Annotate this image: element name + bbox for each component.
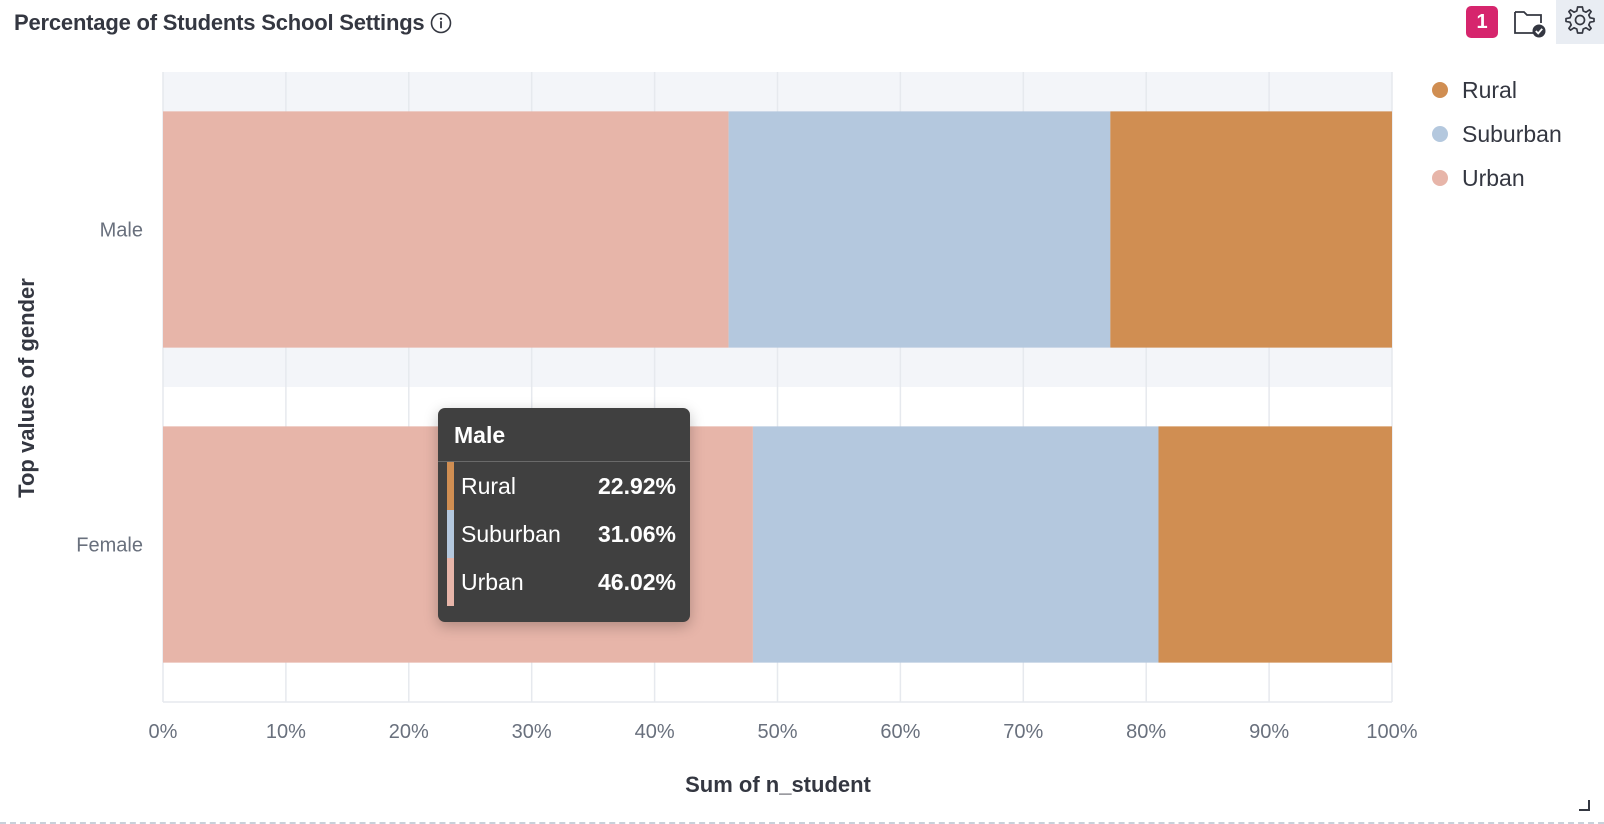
gear-icon xyxy=(1564,4,1596,41)
tooltip-label: Suburban xyxy=(461,520,561,547)
y-axis-title: Top values of gender xyxy=(14,278,39,498)
y-category-label: Male xyxy=(100,220,143,242)
tooltip-label: Urban xyxy=(461,568,524,595)
tooltip-swatch xyxy=(447,462,454,510)
tooltip-row-rural: Rural 22.92% xyxy=(438,462,690,510)
x-tick-label: 40% xyxy=(635,721,675,743)
panel-bottom-border xyxy=(0,822,1604,824)
bar-segment-urban-male[interactable] xyxy=(163,111,729,348)
x-tick-label: 0% xyxy=(149,721,178,743)
legend-label: Rural xyxy=(1462,76,1517,103)
legend-swatch xyxy=(1432,126,1448,142)
x-tick-label: 90% xyxy=(1249,721,1289,743)
folder-check-icon[interactable] xyxy=(1512,4,1548,40)
bar-segment-rural-female[interactable] xyxy=(1158,426,1392,663)
tooltip-swatch xyxy=(447,558,454,606)
legend-item-suburban[interactable]: Suburban xyxy=(1432,112,1562,156)
tooltip-row-suburban: Suburban 31.06% xyxy=(438,510,690,558)
x-tick-label: 100% xyxy=(1366,721,1417,743)
tooltip-row-urban: Urban 46.02% xyxy=(438,558,690,606)
legend-item-rural[interactable]: Rural xyxy=(1432,68,1562,112)
legend-label: Suburban xyxy=(1462,120,1562,147)
x-tick-label: 50% xyxy=(757,721,797,743)
legend-swatch xyxy=(1432,170,1448,186)
chart-legend: Rural Suburban Urban xyxy=(1432,68,1562,200)
settings-button[interactable] xyxy=(1556,0,1604,44)
bar-segment-suburban-male[interactable] xyxy=(728,111,1111,348)
chart-tooltip: Male Rural 22.92% Suburban 31.06% Urban … xyxy=(438,408,690,622)
tooltip-value: 31.06% xyxy=(597,520,676,547)
panel-title: Percentage of Students School Settings xyxy=(14,10,425,35)
x-tick-label: 80% xyxy=(1126,721,1166,743)
panel-actions: 1 xyxy=(1466,0,1604,44)
x-axis-title: Sum of n_student xyxy=(685,772,871,797)
x-tick-label: 60% xyxy=(880,721,920,743)
notification-count-badge[interactable]: 1 xyxy=(1466,6,1498,38)
tooltip-title: Male xyxy=(438,408,690,462)
legend-swatch xyxy=(1432,82,1448,98)
tooltip-value: 22.92% xyxy=(597,472,676,499)
x-tick-label: 20% xyxy=(389,721,429,743)
legend-label: Urban xyxy=(1462,164,1525,191)
tooltip-value: 46.02% xyxy=(597,568,676,595)
resize-handle[interactable] xyxy=(1578,798,1590,811)
panel-header: Percentage of Students School Settings xyxy=(14,6,452,40)
x-tick-label: 10% xyxy=(266,721,306,743)
y-category-label: Female xyxy=(76,535,143,557)
bar-segment-suburban-female[interactable] xyxy=(752,426,1159,663)
tooltip-swatch xyxy=(447,510,454,558)
bar-segment-rural-male[interactable] xyxy=(1110,111,1392,348)
x-tick-label: 30% xyxy=(512,721,552,743)
info-icon[interactable] xyxy=(430,12,452,34)
x-tick-label: 70% xyxy=(1003,721,1043,743)
legend-item-urban[interactable]: Urban xyxy=(1432,156,1562,200)
tooltip-label: Rural xyxy=(461,472,516,499)
